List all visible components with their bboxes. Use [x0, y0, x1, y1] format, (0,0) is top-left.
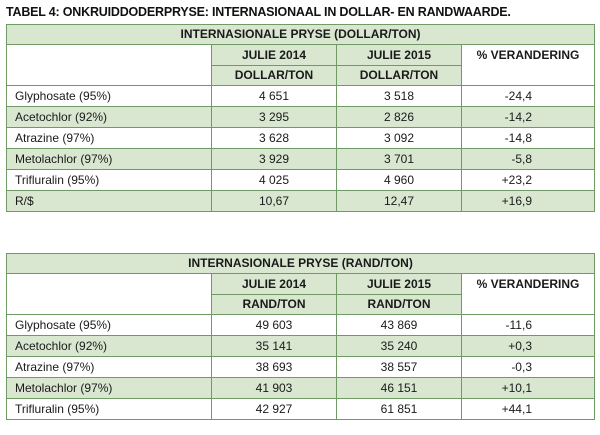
- table-row: Acetochlor (92%) 3 295 2 826 -14,2: [6, 106, 596, 128]
- row-label: Atrazine (97%): [6, 356, 212, 378]
- unit-header-2014: DOLLAR/TON: [211, 65, 337, 86]
- row-label: Trifluralin (95%): [6, 398, 212, 420]
- value-2014: 4 025: [211, 169, 337, 191]
- percent-change: +23,2: [460, 169, 596, 191]
- value-2014: 4 651: [211, 85, 337, 107]
- column-header-2015: JULIE 2015: [336, 273, 462, 295]
- table-row: Trifluralin (95%) 4 025 4 960 +23,2: [6, 169, 596, 191]
- empty-header-cell: [6, 273, 212, 295]
- value-2015: 12,47: [336, 190, 462, 212]
- percent-change: -11,6: [461, 314, 595, 336]
- empty-header-cell: [461, 294, 595, 315]
- value-2014: 3 295: [211, 106, 337, 128]
- empty-header-cell: [6, 65, 212, 86]
- table-body: Glyphosate (95%) 49 603 43 869 -11,6 Acetoch…: [6, 314, 595, 420]
- value-2015: 3 518: [336, 85, 462, 107]
- row-label: R/$: [6, 190, 212, 212]
- table-heading: INTERNASIONALE PRYSE (DOLLAR/TON): [5, 24, 596, 45]
- value-2014: 35 141: [211, 335, 337, 357]
- table-body: Glyphosate (95%) 4 651 3 518 -24,4 Acetochlo…: [6, 85, 596, 212]
- table-row: Glyphosate (95%) 49 603 43 869 -11,6: [6, 314, 595, 336]
- column-header-2014: JULIE 2014: [211, 44, 337, 66]
- percent-change: +16,9: [460, 190, 596, 212]
- value-2015: 3 092: [336, 127, 462, 149]
- row-label: Trifluralin (95%): [6, 169, 212, 191]
- column-header-change: % VERANDERING: [460, 44, 596, 66]
- percent-change: -14,2: [460, 106, 596, 128]
- unit-header-2014: RAND/TON: [211, 294, 337, 315]
- value-2014: 41 903: [211, 377, 337, 399]
- row-label: Atrazine (97%): [6, 127, 212, 149]
- row-label: Metolachlor (97%): [6, 377, 212, 399]
- row-label: Metolachlor (97%): [6, 148, 212, 170]
- unit-header-2015: DOLLAR/TON: [336, 65, 462, 86]
- table-caption: TABEL 4: ONKRUIDDODERPRYSE: INTERNASIONA…: [6, 5, 511, 19]
- column-header-2015: JULIE 2015: [336, 44, 462, 66]
- percent-change: +0,3: [461, 335, 595, 357]
- table-row: Metolachlor (97%) 3 929 3 701 -5,8: [6, 148, 596, 170]
- value-2015: 4 960: [336, 169, 462, 191]
- percent-change: -24,4: [460, 85, 596, 107]
- row-label: Glyphosate (95%): [6, 314, 212, 336]
- dollar-price-table: INTERNASIONALE PRYSE (DOLLAR/TON) JULIE …: [5, 24, 596, 212]
- row-label: Acetochlor (92%): [6, 106, 212, 128]
- table-row: Metolachlor (97%) 41 903 46 151 +10,1: [6, 377, 595, 399]
- value-2015: 38 557: [336, 356, 462, 378]
- table-row: Acetochlor (92%) 35 141 35 240 +0,3: [6, 335, 595, 357]
- table-row: Glyphosate (95%) 4 651 3 518 -24,4: [6, 85, 596, 107]
- table-row: Atrazine (97%) 3 628 3 092 -14,8: [6, 127, 596, 149]
- value-2014: 3 628: [211, 127, 337, 149]
- value-2015: 61 851: [336, 398, 462, 420]
- empty-header-cell: [6, 294, 212, 315]
- percent-change: -5,8: [460, 148, 596, 170]
- value-2014: 38 693: [211, 356, 337, 378]
- column-header-2014: JULIE 2014: [211, 273, 337, 295]
- value-2014: 42 927: [211, 398, 337, 420]
- value-2015: 3 701: [336, 148, 462, 170]
- value-2015: 35 240: [336, 335, 462, 357]
- empty-header-cell: [460, 65, 596, 86]
- empty-header-cell: [6, 44, 212, 66]
- column-header-change: % VERANDERING: [461, 273, 595, 295]
- value-2014: 3 929: [211, 148, 337, 170]
- table-row: R/$ 10,67 12,47 +16,9: [6, 190, 596, 212]
- table-heading: INTERNASIONALE PRYSE (RAND/TON): [6, 253, 595, 274]
- value-2014: 49 603: [211, 314, 337, 336]
- table-row: Atrazine (97%) 38 693 38 557 -0,3: [6, 356, 595, 378]
- percent-change: -14,8: [460, 127, 596, 149]
- percent-change: -0,3: [461, 356, 595, 378]
- value-2014: 10,67: [211, 190, 337, 212]
- value-2015: 46 151: [336, 377, 462, 399]
- percent-change: +10,1: [461, 377, 595, 399]
- row-label: Acetochlor (92%): [6, 335, 212, 357]
- row-label: Glyphosate (95%): [6, 85, 212, 107]
- value-2015: 2 826: [336, 106, 462, 128]
- value-2015: 43 869: [336, 314, 462, 336]
- unit-header-2015: RAND/TON: [336, 294, 462, 315]
- percent-change: +44,1: [461, 398, 595, 420]
- rand-price-table: INTERNASIONALE PRYSE (RAND/TON) JULIE 20…: [6, 253, 595, 420]
- table-row: Trifluralin (95%) 42 927 61 851 +44,1: [6, 398, 595, 420]
